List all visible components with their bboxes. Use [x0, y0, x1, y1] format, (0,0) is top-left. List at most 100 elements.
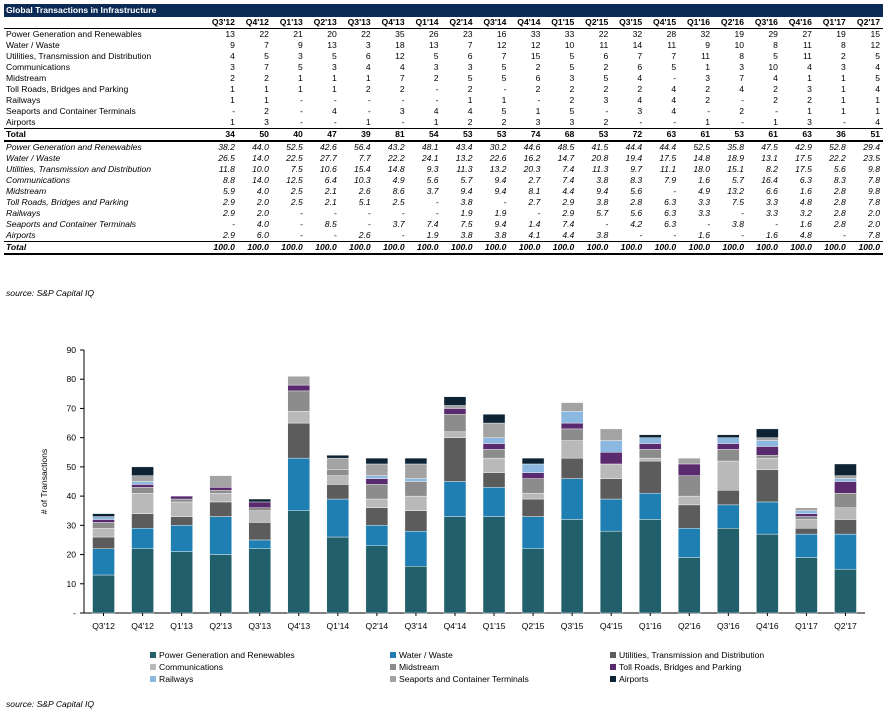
table-cell: -: [299, 230, 303, 240]
table-cell: 13: [225, 29, 235, 39]
table-cell: 1.6: [698, 230, 711, 240]
table-cell: 20.8: [591, 153, 609, 163]
table-cell: 3: [467, 62, 473, 72]
row-label: Power Generation and Renewables: [6, 29, 142, 39]
table-cell: -: [299, 106, 303, 116]
bar-segment: [326, 457, 350, 471]
table-cell: -: [605, 106, 609, 116]
table-cell: 2.8: [833, 208, 846, 218]
table-cell: 2: [603, 84, 609, 94]
bar-segment: [717, 460, 740, 491]
table-cell: 29.4: [863, 142, 880, 152]
table-cell: -: [741, 117, 744, 127]
bar-segment: [170, 516, 193, 526]
table-cell: 2: [603, 117, 609, 127]
table-cell: 1: [705, 117, 711, 127]
table-cell: 32: [632, 29, 643, 39]
table-cell: 1: [264, 95, 269, 105]
bar-segment: [92, 574, 115, 614]
column-header: Q3'12: [204, 17, 238, 29]
table-cell: 5: [773, 51, 778, 61]
table-cell: 4: [467, 106, 473, 116]
table-cell: 14.7: [557, 153, 575, 163]
table-cell: 1: [841, 84, 846, 94]
x-tick-label: Q1'15: [483, 621, 506, 631]
table-cell: -: [673, 117, 677, 127]
table-cell: 2: [399, 84, 405, 94]
table-cell: 10: [734, 40, 744, 50]
bar-segment: [404, 566, 428, 614]
table-cell: 1: [841, 95, 846, 105]
table-cell: -: [741, 208, 744, 218]
table-cell: 28: [666, 29, 677, 39]
bar-segment: [717, 437, 740, 444]
y-tick-label: 60: [66, 433, 76, 443]
total-cell: 50: [237, 128, 272, 142]
table-cell: 19: [734, 29, 744, 39]
table-cell: 1: [807, 73, 812, 83]
table-cell: 18.0: [693, 164, 711, 174]
column-header: Q4'12: [237, 17, 272, 29]
transactions-table: Global Transactions in Infrastructure Q3'…: [4, 4, 883, 255]
bar-segment: [209, 490, 232, 494]
table-cell: 6: [637, 62, 643, 72]
table-cell: 13.2: [489, 164, 507, 174]
table-cell: 7.4: [426, 219, 439, 229]
bar-segment: [521, 457, 545, 465]
table-cell: 4.8: [799, 197, 812, 207]
legend-swatch: [610, 664, 616, 670]
bar-segment: [209, 554, 232, 614]
table-cell: 22.2: [387, 153, 405, 163]
table-cell: 18.9: [727, 153, 744, 163]
total-cell: 53: [475, 128, 510, 142]
bar-segment: [404, 457, 428, 465]
bar-segment: [717, 490, 740, 506]
table-cell: 6.3: [664, 197, 677, 207]
bar-segment: [482, 516, 506, 614]
bar-segment: [248, 522, 271, 541]
table-cell: 7: [399, 73, 405, 83]
table-cell: 4: [875, 117, 880, 127]
bar-segment: [599, 498, 623, 532]
bar-segment: [209, 475, 232, 488]
table-cell: 5.7: [732, 175, 744, 185]
total-cell: 74: [509, 128, 544, 142]
table-cell: 17.5: [659, 153, 677, 163]
total-cell: 100.0: [543, 241, 578, 255]
table-cell: 6: [467, 51, 473, 61]
table-cell: 17.5: [795, 164, 812, 174]
table-cell: 2.5: [290, 186, 303, 196]
row-label: Utilities, Transmission and Distribution: [6, 164, 152, 174]
bar-segment: [639, 457, 662, 462]
bar-segment: [287, 384, 310, 392]
table-cell: 15: [870, 29, 880, 39]
bar-segment: [365, 484, 389, 500]
table-cell: -: [333, 117, 337, 127]
bar-segment: [795, 513, 818, 517]
table-cell: -: [775, 106, 778, 116]
table-cell: 44.6: [523, 142, 541, 152]
table-cell: 4.1: [528, 230, 541, 240]
table-cell: 3: [433, 62, 439, 72]
table-cell: 3.3: [765, 197, 778, 207]
table-cell: 11.3: [456, 164, 473, 174]
row-label: Airports: [6, 117, 36, 127]
table-cell: 3.3: [765, 208, 778, 218]
table-cell: 2: [467, 117, 473, 127]
bar-segment: [834, 533, 857, 570]
column-header: Q4'14: [509, 17, 544, 29]
legend-item: Railways: [150, 674, 193, 684]
table-cell: 1: [365, 117, 371, 127]
bar-segment: [639, 460, 662, 494]
table-cell: -: [842, 230, 846, 240]
bar-segment: [639, 492, 662, 520]
table-cell: 7.5: [732, 197, 744, 207]
table-cell: -: [842, 117, 846, 127]
table-cell: 4: [230, 51, 235, 61]
x-tick-label: Q4'15: [600, 621, 623, 631]
table-cell: 4: [671, 95, 677, 105]
bar-segment: [365, 498, 389, 509]
table-cell: 8.1: [528, 186, 541, 196]
legend-item: Toll Roads, Bridges and Parking: [610, 662, 741, 672]
table-cell: 8.5: [324, 219, 337, 229]
